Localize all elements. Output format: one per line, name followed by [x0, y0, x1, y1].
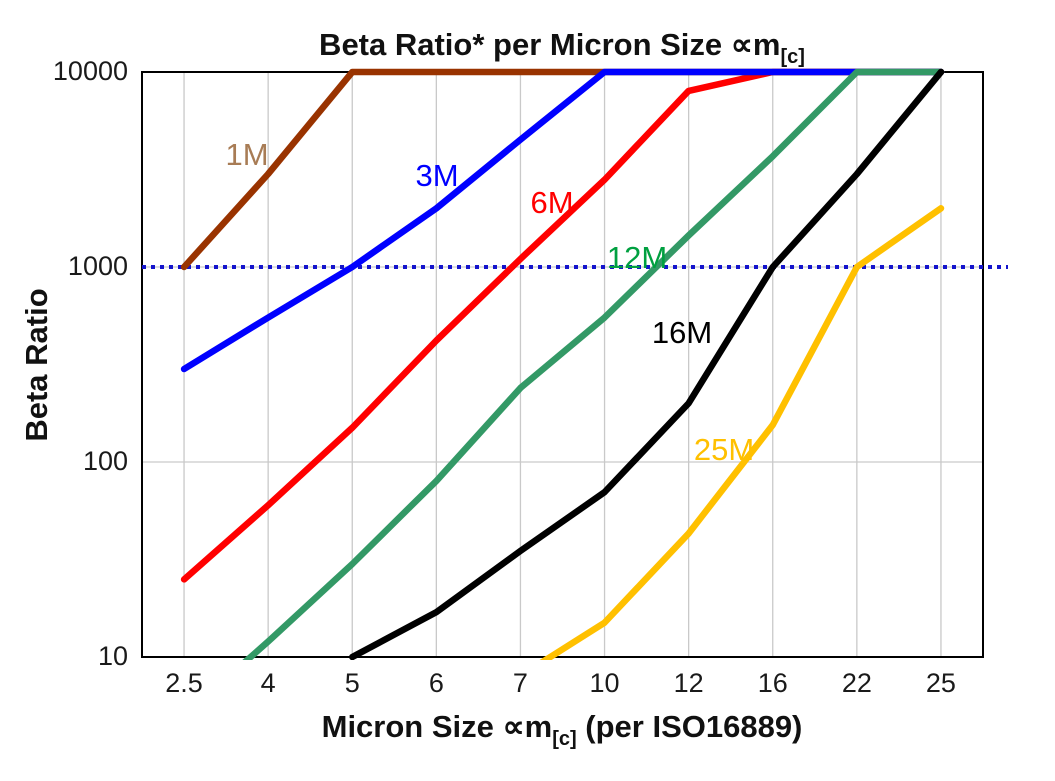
- series-label-1m: 1M: [225, 137, 269, 172]
- x-tick-label: 25: [925, 668, 956, 698]
- y-tick-label: 100: [82, 446, 128, 476]
- x-tick-label: 12: [673, 668, 704, 698]
- series-label-3m: 3M: [415, 158, 459, 193]
- x-tick-label: 6: [428, 668, 444, 698]
- series-label-6m: 6M: [530, 185, 574, 220]
- series-label-25m: 25M: [693, 432, 755, 467]
- series-line-3m: [180, 68, 945, 373]
- series-line-16m: [349, 68, 945, 660]
- series-line-25m: [539, 205, 945, 660]
- x-tick-label: 2.5: [165, 668, 203, 698]
- x-tick-label: 10: [589, 668, 620, 698]
- y-axis-title: Beta Ratio: [19, 288, 54, 442]
- chart-title-text: Beta Ratio* per Micron Size: [319, 27, 731, 62]
- series-label-12m: 12M: [606, 240, 668, 275]
- series-label-16m: 16M: [651, 315, 713, 350]
- x-axis-title-suffix: (per ISO16889): [576, 709, 803, 744]
- chart-title: Beta Ratio* per Micron Size ∝m[c]: [319, 27, 805, 69]
- x-tick-label: 22: [841, 668, 872, 698]
- y-tick-label: 10: [97, 641, 128, 671]
- micron-symbol: ∝m: [730, 27, 781, 62]
- x-tick-label: 4: [260, 668, 276, 698]
- x-tick-label: 5: [344, 668, 360, 698]
- x-tick-label: 16: [757, 668, 788, 698]
- series-line-12m: [242, 68, 945, 660]
- y-tick-label: 10000: [52, 56, 128, 86]
- y-tick-label: 1000: [67, 251, 128, 281]
- micron-subscript: [c]: [552, 728, 577, 750]
- x-tick-label: 7: [512, 668, 528, 698]
- micron-subscript: [c]: [780, 46, 805, 68]
- x-axis-title: Micron Size ∝m[c] (per ISO16889): [322, 709, 803, 751]
- x-axis-title-text: Micron Size: [321, 709, 503, 744]
- micron-symbol: ∝m: [502, 709, 553, 744]
